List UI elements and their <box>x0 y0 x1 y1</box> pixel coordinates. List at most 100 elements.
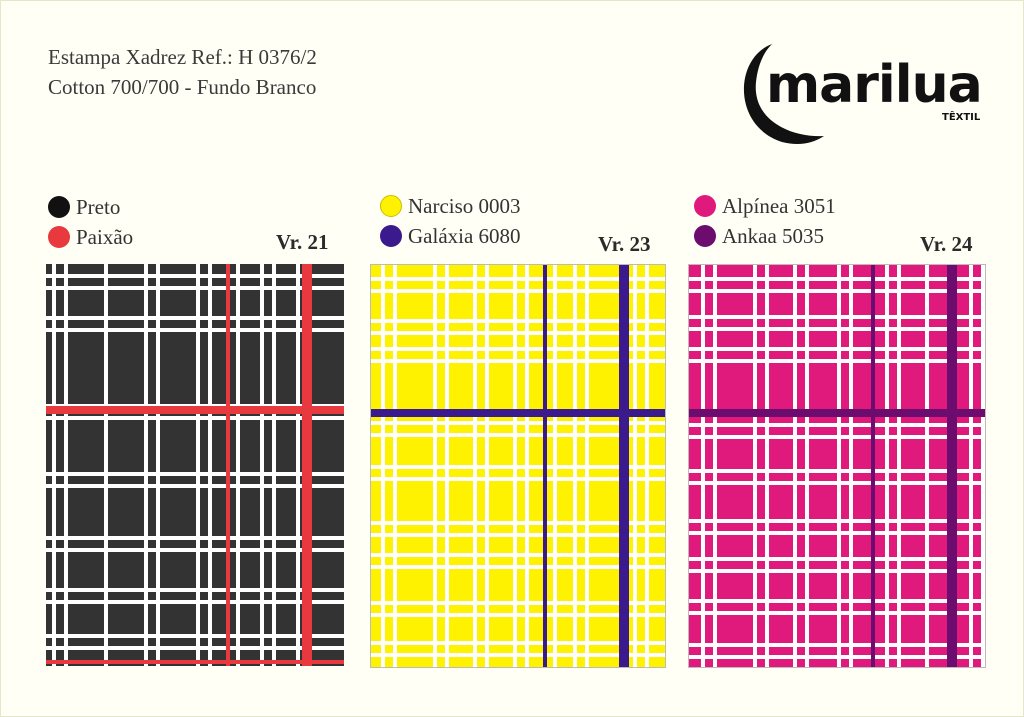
variant-label: Vr. 21 <box>276 230 329 254</box>
plaid-white-weft <box>689 469 985 473</box>
header: Estampa Xadrez Ref.: H 0376/2 Cotton 700… <box>48 42 317 102</box>
legend-item: Galáxia 6080 <box>380 221 521 251</box>
plaid-white-weft <box>689 347 985 351</box>
plaid-accent-weft <box>46 660 344 664</box>
plaid-white-warp <box>849 265 853 667</box>
plaid-white-weft <box>371 533 665 537</box>
plaid-accent-weft <box>46 406 344 414</box>
plaid-white-weft <box>46 274 344 278</box>
plaid-white-weft <box>689 643 985 647</box>
plaid-white-weft <box>689 599 985 603</box>
plaid-accent-warp <box>871 265 875 667</box>
plaid-white-warp <box>236 264 240 666</box>
plaid-white-weft <box>46 646 344 650</box>
plaid-white-weft <box>371 641 665 645</box>
legend-item: Paixão <box>48 222 133 252</box>
color-swatch <box>380 225 402 247</box>
product-reference: Estampa Xadrez Ref.: H 0376/2 <box>48 45 317 69</box>
plaid-white-warp <box>885 265 889 667</box>
plaid-white-weft <box>46 416 344 420</box>
legend-item: Narciso 0003 <box>380 191 521 221</box>
plaid-white-warp <box>52 264 56 666</box>
plaid-accent-warp <box>619 265 629 667</box>
plaid-white-warp <box>837 265 841 667</box>
color-name: Alpínea 3051 <box>722 193 836 218</box>
color-swatch <box>48 196 70 218</box>
plaid-white-warp <box>156 264 160 666</box>
variant-label: Vr. 23 <box>598 232 651 256</box>
plaid-white-warp <box>765 265 769 667</box>
legend-item: Ankaa 5035 <box>694 221 836 251</box>
plaid-white-warp <box>296 264 300 666</box>
plaid-white-warp <box>925 265 929 667</box>
color-swatch <box>694 195 716 217</box>
legend-item: Preto <box>48 192 133 222</box>
plaid-white-weft <box>371 277 665 281</box>
plaid-white-weft <box>371 289 665 293</box>
plaid-accent-weft <box>371 409 665 417</box>
plaid-white-warp <box>897 265 901 667</box>
plaid-white-weft <box>689 289 985 293</box>
plaid-swatch-vr21 <box>46 264 344 666</box>
plaid-swatch-vr24 <box>688 264 986 668</box>
legend-vr21: Preto Paixão <box>48 192 133 252</box>
plaid-white-weft <box>689 423 985 427</box>
plaid-white-warp <box>104 264 108 666</box>
color-swatch <box>380 195 402 217</box>
legend-item: Alpínea 3051 <box>694 191 836 221</box>
color-name: Ankaa 5035 <box>722 223 825 248</box>
plaid-white-weft <box>46 472 344 476</box>
color-name: Preto <box>76 194 121 219</box>
plaid-accent-weft <box>689 409 985 417</box>
plaid-white-weft <box>371 347 665 351</box>
plaid-white-weft <box>689 277 985 281</box>
plaid-white-weft <box>371 421 665 425</box>
plaid-white-weft <box>371 319 665 323</box>
plaid-white-weft <box>371 331 665 335</box>
plaid-white-weft <box>46 548 344 552</box>
plaid-white-warp <box>272 264 276 666</box>
color-name: Galáxia 6080 <box>408 223 521 248</box>
plaid-white-weft <box>371 565 665 569</box>
plaid-white-warp <box>144 264 148 666</box>
color-name: Paixão <box>76 224 134 249</box>
plaid-white-weft <box>371 477 665 481</box>
plaid-white-weft <box>46 316 344 320</box>
plaid-white-weft <box>371 653 665 657</box>
plaid-white-weft <box>689 315 985 319</box>
color-swatch <box>694 225 716 247</box>
color-name: Narciso 0003 <box>408 193 521 218</box>
plaid-white-weft <box>371 613 665 617</box>
plaid-white-weft <box>46 328 344 332</box>
plaid-white-weft <box>46 484 344 488</box>
plaid-white-warp <box>701 265 705 667</box>
plaid-white-weft <box>689 611 985 615</box>
plaid-white-warp <box>981 265 985 667</box>
plaid-white-weft <box>371 433 665 437</box>
plaid-white-weft <box>689 327 985 331</box>
plaid-white-warp <box>64 264 68 666</box>
plaid-white-weft <box>46 600 344 604</box>
plaid-white-weft <box>689 569 985 573</box>
plaid-white-warp <box>805 265 809 667</box>
plaid-white-weft <box>46 286 344 290</box>
plaid-white-warp <box>753 265 757 667</box>
plaid-white-weft <box>371 601 665 605</box>
plaid-accent-warp <box>226 264 230 666</box>
plaid-white-weft <box>689 519 985 523</box>
plaid-swatch-vr23 <box>370 264 666 668</box>
legend-vr24: Alpínea 3051 Ankaa 5035 <box>694 191 836 251</box>
plaid-white-weft <box>46 634 344 638</box>
plaid-white-weft <box>689 531 985 535</box>
plaid-white-weft <box>689 359 985 363</box>
plaid-white-weft <box>46 588 344 592</box>
plaid-white-weft <box>371 359 665 363</box>
variant-label: Vr. 24 <box>920 232 973 256</box>
plaid-white-weft <box>371 521 665 525</box>
legend-vr23: Narciso 0003 Galáxia 6080 <box>380 191 521 251</box>
logo-subtitle: TÊXTIL <box>942 110 981 123</box>
color-swatch <box>48 226 70 248</box>
marilua-logo: marilua TÊXTIL <box>743 44 983 144</box>
plaid-white-weft <box>46 536 344 540</box>
plaid-white-weft <box>689 655 985 659</box>
